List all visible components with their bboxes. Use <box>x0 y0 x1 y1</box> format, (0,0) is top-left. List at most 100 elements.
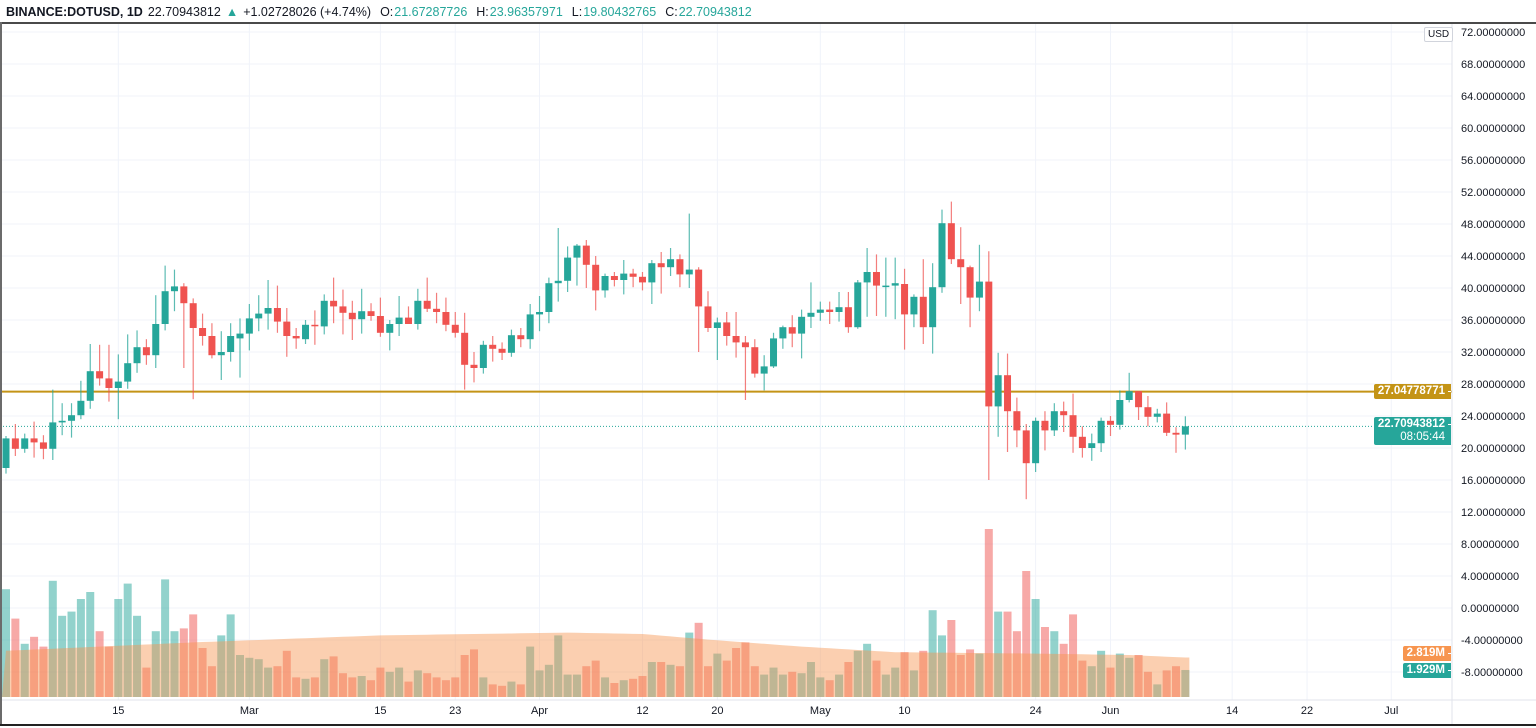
candle-body <box>929 287 937 328</box>
candle-body <box>367 311 375 316</box>
candle-up <box>152 295 160 368</box>
candle-down <box>1172 427 1180 453</box>
candle-body <box>507 335 515 353</box>
candle-body <box>470 364 478 368</box>
volume-bar <box>329 656 338 697</box>
candle-body <box>433 308 441 312</box>
candle-down <box>283 308 291 357</box>
candle-down <box>199 313 207 346</box>
volume-bar <box>1040 627 1049 697</box>
time-tick-label: May <box>810 705 831 717</box>
price-tick-label: 36.00000000 <box>1461 315 1525 327</box>
price-tick-label: 48.00000000 <box>1461 219 1525 231</box>
candle-body <box>760 366 768 374</box>
volume-bar <box>114 599 123 697</box>
candle-up <box>807 282 815 328</box>
candle-up <box>1032 417 1040 472</box>
bar-countdown: 08:05:44 <box>1400 431 1445 443</box>
volume-bar <box>938 635 946 697</box>
symbol-title[interactable]: BINANCE:DOTUSD, 1D <box>6 5 143 19</box>
candle-up <box>114 354 122 420</box>
candles <box>2 201 1189 500</box>
volume-bar <box>535 670 544 697</box>
candle-down <box>1106 416 1114 436</box>
volume-bar <box>516 684 525 697</box>
volume-bar <box>657 662 666 697</box>
candle-up <box>770 332 778 368</box>
volume-bar <box>292 677 301 697</box>
candle-body <box>255 313 263 319</box>
volume-bar <box>863 643 872 697</box>
candle-up <box>564 246 572 292</box>
candle-body <box>526 314 534 340</box>
volume-ma-area <box>2 632 1190 697</box>
candle-up <box>779 325 787 349</box>
candle-down <box>461 312 469 390</box>
candle-up <box>601 273 609 298</box>
candle-body <box>994 375 1002 407</box>
candle-body <box>1097 420 1105 444</box>
volume-bar <box>853 650 862 697</box>
candle-body <box>451 324 459 333</box>
candle-up <box>854 280 862 329</box>
candle-body <box>545 283 553 312</box>
candle-body <box>1153 413 1161 417</box>
price-axis[interactable]: 72.00000000 68.00000000 64.00000000 60.0000… <box>1451 24 1525 724</box>
price-lines <box>0 390 1452 427</box>
candle-body <box>788 327 796 334</box>
volume-bar <box>179 628 188 697</box>
candle-body <box>227 336 235 352</box>
volume-bar <box>778 674 787 697</box>
candle-body <box>199 328 207 336</box>
candle-up <box>545 277 553 324</box>
candle-body <box>489 344 497 349</box>
volume-bar <box>395 667 404 697</box>
candle-body <box>58 420 66 423</box>
volume-bar <box>554 635 563 697</box>
candle-body <box>320 300 328 327</box>
candle-body <box>536 312 544 315</box>
volume-bar <box>722 660 731 697</box>
price-tick-label: 20.00000000 <box>1461 443 1525 455</box>
candle-down <box>180 283 188 368</box>
candle-body <box>96 371 104 379</box>
volume-bar <box>1115 653 1124 697</box>
volume-bar <box>1022 571 1031 697</box>
candle-up <box>816 301 824 321</box>
candle-down <box>826 301 834 324</box>
candle-down <box>629 268 637 288</box>
candle-down <box>1163 402 1171 436</box>
volume-bar <box>1153 684 1162 697</box>
candle-up <box>863 248 871 317</box>
candle-body <box>517 335 525 340</box>
candle-body <box>826 309 834 312</box>
price-tick-label: 4.00000000 <box>1461 571 1519 583</box>
candle-down <box>985 251 993 480</box>
volume-ma-tag: 2.819M <box>1402 646 1452 661</box>
volume-bar <box>151 631 160 697</box>
volume-bar <box>685 632 694 697</box>
candle-body <box>854 282 862 328</box>
volume-bar <box>1069 614 1078 697</box>
time-axis[interactable]: 15 Mar 15 23 Apr 12 20 May 10 24 Jun 14 22 Jul <box>0 699 1536 717</box>
candle-up <box>882 257 890 317</box>
candle-body <box>872 272 880 286</box>
candle-body <box>142 347 150 356</box>
candle-body <box>901 284 909 315</box>
volume-bar <box>123 583 132 697</box>
candle-down <box>273 285 281 333</box>
candle-up <box>1097 417 1105 452</box>
volume-bar <box>39 646 48 697</box>
volume-bar <box>675 666 684 697</box>
candle-body <box>461 332 469 365</box>
volume-bar <box>919 650 928 697</box>
candle-up <box>68 403 76 438</box>
candle-down <box>947 201 955 264</box>
currency-label[interactable]: USD <box>1424 27 1454 42</box>
volume-bar <box>825 680 834 697</box>
candle-body <box>741 342 749 348</box>
candle-up <box>264 280 272 330</box>
candle-body <box>152 324 160 356</box>
candle-body <box>695 269 703 307</box>
